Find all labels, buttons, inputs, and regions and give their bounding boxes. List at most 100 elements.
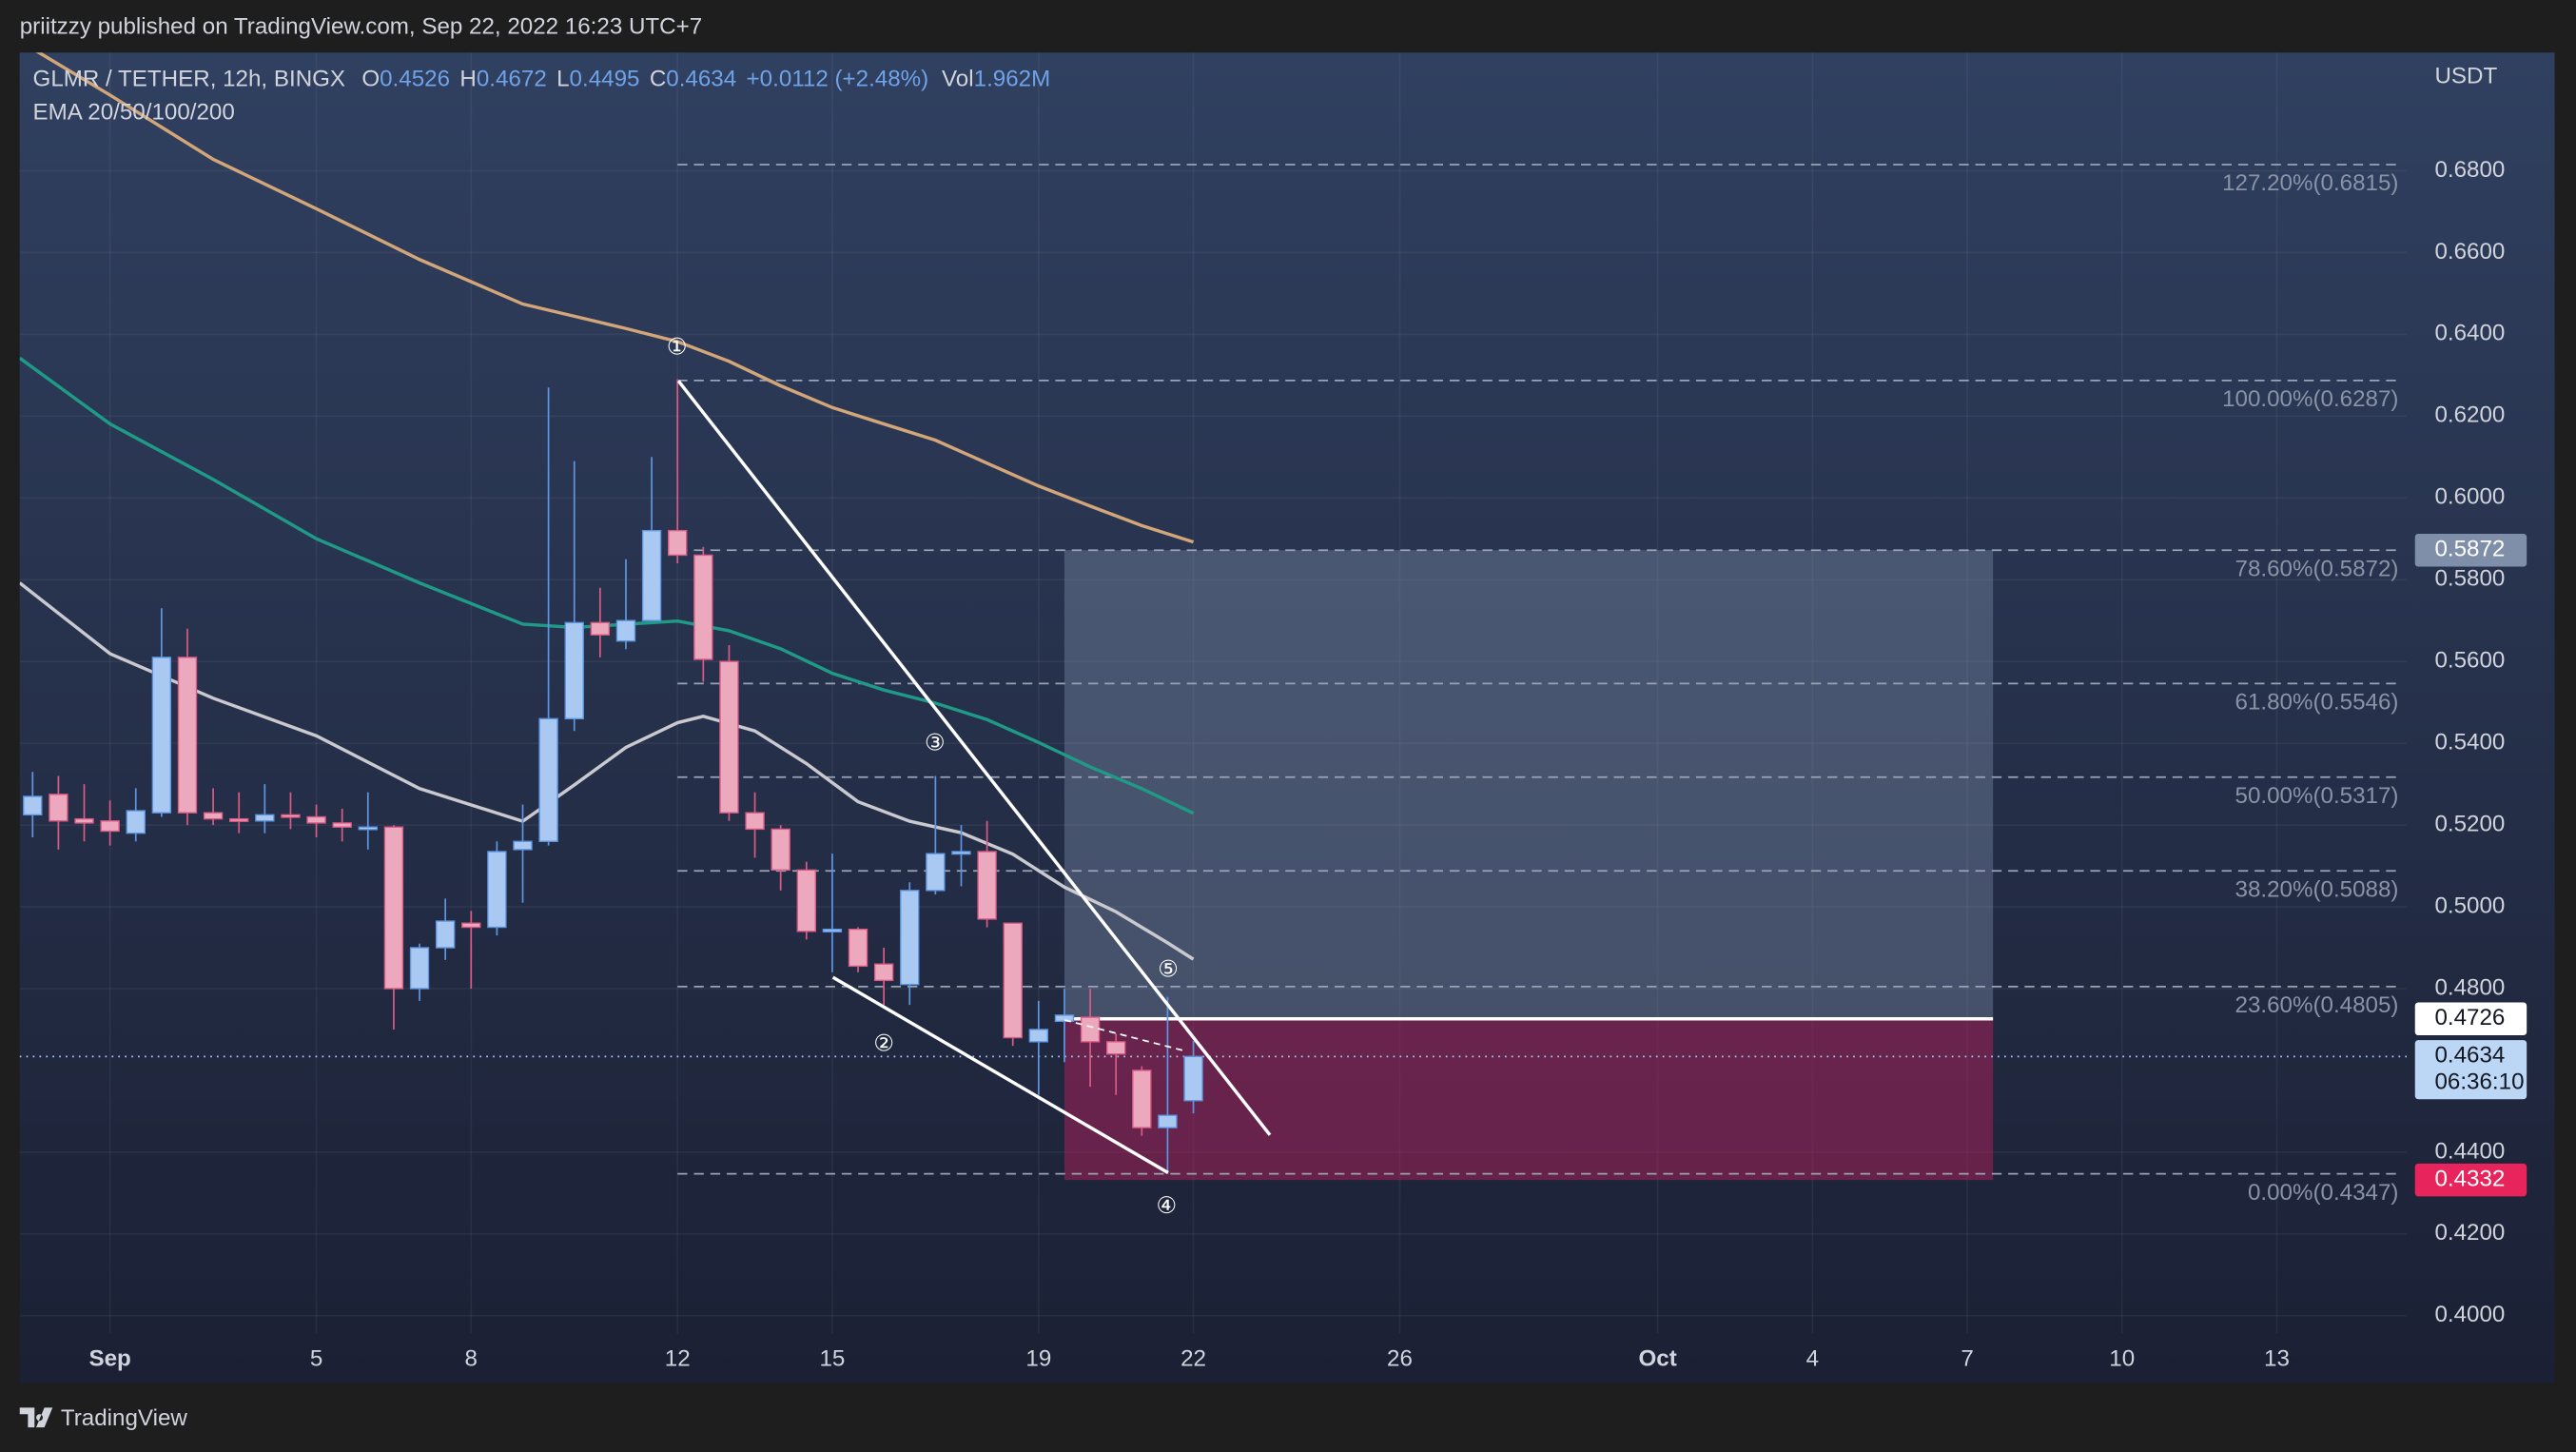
candle-body	[1105, 1041, 1126, 1055]
y-tick-label: 0.4800	[2434, 974, 2505, 1000]
projection-arrow	[1064, 1019, 1187, 1052]
candle-body	[564, 621, 584, 720]
candle-body	[100, 820, 120, 833]
legend-item: O	[361, 67, 380, 92]
x-tick-label: 22	[1181, 1346, 1206, 1372]
candle-body	[229, 817, 249, 822]
candle-body	[1003, 922, 1023, 1039]
candle-body	[332, 822, 352, 828]
fib-label: 50.00%(0.5317)	[2235, 783, 2399, 809]
legend-item: 0.4526	[380, 67, 450, 92]
ema-line	[19, 356, 1195, 815]
publish-header: priitzzy published on TradingView.com, S…	[20, 14, 702, 40]
fib-label: 100.00%(0.6287)	[2222, 386, 2398, 412]
y-tick-label: 0.5200	[2434, 811, 2505, 836]
x-tick-label: 15	[819, 1346, 845, 1372]
candle-body	[1028, 1029, 1049, 1043]
candle-body	[1158, 1114, 1178, 1128]
candle-body	[745, 812, 765, 831]
legend-item: L	[556, 67, 569, 92]
y-tick-label: 0.4000	[2434, 1302, 2505, 1327]
candle-body	[719, 660, 739, 814]
candle-body	[822, 928, 843, 932]
candle-body	[771, 828, 790, 872]
candle-body	[848, 928, 868, 968]
wedge-trendline	[831, 975, 1169, 1175]
candle-body	[487, 851, 507, 929]
candle-body	[900, 890, 920, 986]
fib-label: 127.20%(0.6815)	[2222, 170, 2398, 196]
symbol-legend: GLMR / TETHER, 12h, BINGX O0.4526 H0.4672 L…	[33, 67, 1051, 92]
candle-body	[409, 947, 430, 990]
x-tick-label: Sep	[88, 1346, 130, 1372]
candle-body	[23, 795, 43, 816]
legend-item: Vol	[942, 67, 974, 92]
candle-body	[796, 869, 816, 932]
candle-body	[281, 814, 301, 818]
legend-item: H	[459, 67, 476, 92]
legend-item: 1.962M	[974, 67, 1051, 92]
candle-body	[641, 529, 662, 621]
candle-body	[435, 920, 456, 949]
x-tick-label: 5	[310, 1346, 322, 1372]
price-tag-label: 0.4726	[2434, 1005, 2505, 1030]
wave-label: ③	[925, 730, 946, 755]
currency-label: USDT	[2434, 64, 2497, 89]
candle-body	[1132, 1069, 1152, 1128]
candle-body	[306, 815, 326, 824]
y-tick-label: 0.5400	[2434, 730, 2505, 755]
price-tag	[2414, 1163, 2527, 1197]
x-tick-label: 4	[1806, 1346, 1819, 1372]
footer-logo	[19, 1407, 53, 1428]
fib-label: 0.00%(0.4347)	[2248, 1180, 2399, 1206]
legend-item: C	[650, 67, 666, 92]
fib-label: 78.60%(0.5872)	[2235, 556, 2399, 581]
fib-label: 23.60%(0.4805)	[2235, 992, 2399, 1018]
candle-body	[926, 853, 946, 892]
candle-body	[873, 963, 894, 982]
overlay: 0.4000 0.4200 0.4400 0.4800 0.5000 0.5200 0.54…	[33, 64, 2527, 1372]
y-tick-label: 0.4400	[2434, 1138, 2505, 1164]
y-tick-label: 0.6000	[2434, 484, 2505, 510]
candle-body	[951, 851, 971, 855]
y-tick-label: 0.5000	[2434, 893, 2505, 918]
y-tick-label: 0.4200	[2434, 1220, 2505, 1246]
price-tag	[2414, 534, 2527, 567]
indicator-legend: EMA 20/50/100/200	[33, 100, 235, 126]
candle-body	[590, 621, 611, 636]
x-tick-label: 10	[2109, 1346, 2135, 1372]
footer-brand: TradingView	[61, 1405, 188, 1431]
wave-label: ②	[873, 1030, 894, 1056]
candle-body	[1080, 1016, 1101, 1043]
fib-label: 61.80%(0.5546)	[2235, 689, 2399, 715]
legend-item: +0.0112 (+2.48%)	[747, 67, 929, 92]
wedge-trendline	[676, 380, 1272, 1136]
candle-body	[668, 529, 688, 557]
y-tick-label: 0.5600	[2434, 648, 2505, 674]
x-tick-label: 7	[1961, 1346, 1973, 1372]
wave-label: ⑤	[1158, 957, 1179, 983]
y-tick-label: 0.6200	[2434, 402, 2505, 428]
candle-body	[615, 619, 636, 642]
candle-body	[74, 817, 94, 824]
price-tag-label: 0.4332	[2434, 1167, 2505, 1192]
ema-line	[35, 52, 1195, 544]
legend-item: GLMR / TETHER, 12h, BINGX	[33, 67, 346, 92]
x-tick-label: 8	[465, 1346, 478, 1372]
candle-body	[538, 717, 558, 842]
stop-zone	[1064, 1018, 1994, 1181]
candle-body	[693, 554, 713, 660]
candle-body	[203, 812, 224, 820]
y-tick-label: 0.6600	[2434, 239, 2505, 265]
candle-body	[177, 657, 198, 814]
candle-body	[1183, 1055, 1203, 1102]
target-zone	[1064, 550, 1994, 1019]
wave-label: ①	[667, 334, 688, 360]
fib-label: 38.20%(0.5088)	[2235, 876, 2399, 902]
candle-body	[1054, 1014, 1075, 1023]
candle-body	[151, 657, 172, 814]
legend-item: 0.4495	[570, 67, 640, 92]
price-tag-label: 0.4634	[2434, 1043, 2505, 1069]
candle-body	[49, 794, 68, 822]
